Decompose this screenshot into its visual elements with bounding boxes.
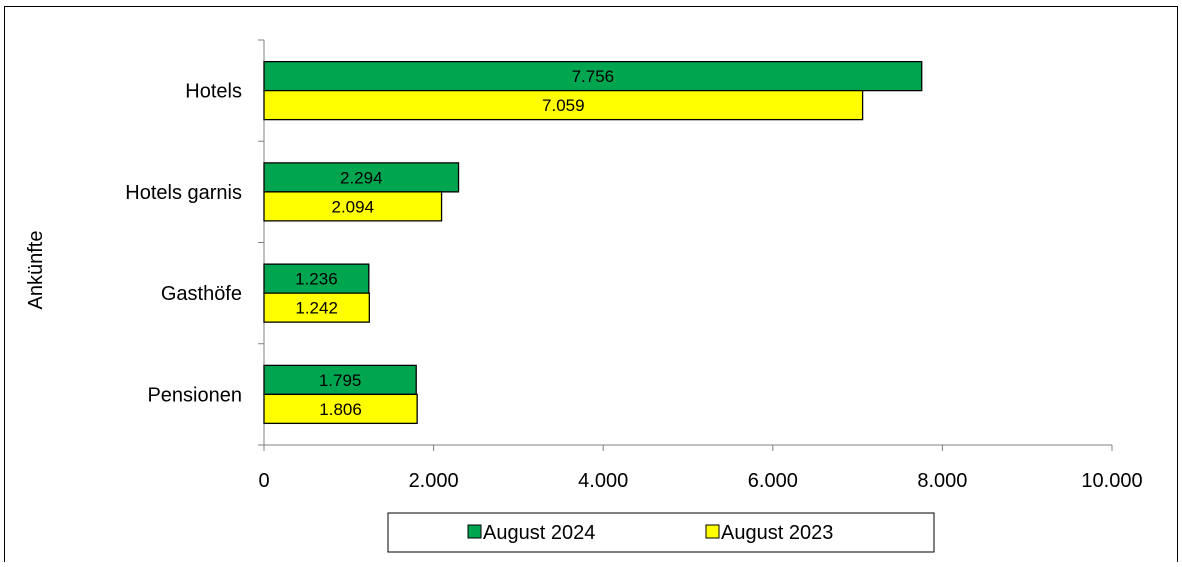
data-label: 2.094 xyxy=(332,197,375,216)
x-tick-label: 6.000 xyxy=(748,470,798,492)
category-label: Hotels xyxy=(185,81,242,103)
y-axis-label: Ankünfte xyxy=(25,231,47,310)
legend-label: August 2024 xyxy=(483,522,595,544)
bar xyxy=(263,292,370,323)
data-label: 1.806 xyxy=(319,400,362,419)
x-tick-label: 8.000 xyxy=(917,470,967,492)
category-label: Gasthöfe xyxy=(161,283,242,305)
category-label: Pensionen xyxy=(147,384,242,406)
bar xyxy=(263,364,417,396)
bar xyxy=(263,191,443,222)
x-tick-label: 2.000 xyxy=(409,470,459,492)
bar xyxy=(263,393,418,425)
category-label: Hotels garnis xyxy=(125,182,242,204)
bar xyxy=(263,60,923,92)
data-label: 7.756 xyxy=(572,67,615,86)
plot-area: 0 2.000 4.000 6.000 8.000 10.000 Hotels 7.756 7.… xyxy=(125,39,1143,492)
data-label: 1.242 xyxy=(295,299,338,318)
legend-swatch xyxy=(467,524,482,539)
legend-swatch xyxy=(705,524,720,539)
legend: August 2024 August 2023 xyxy=(387,512,935,553)
bar xyxy=(263,162,460,193)
data-label: 7.059 xyxy=(542,96,585,115)
data-label: 1.795 xyxy=(319,371,362,390)
bar xyxy=(263,89,864,121)
data-label: 2.294 xyxy=(340,168,383,187)
data-label: 1.236 xyxy=(295,270,338,289)
x-tick-label: 0 xyxy=(258,470,269,492)
x-tick-label: 4.000 xyxy=(578,470,628,492)
bar xyxy=(263,263,370,294)
legend-label: August 2023 xyxy=(721,522,833,544)
x-tick-label: 10.000 xyxy=(1081,470,1142,492)
